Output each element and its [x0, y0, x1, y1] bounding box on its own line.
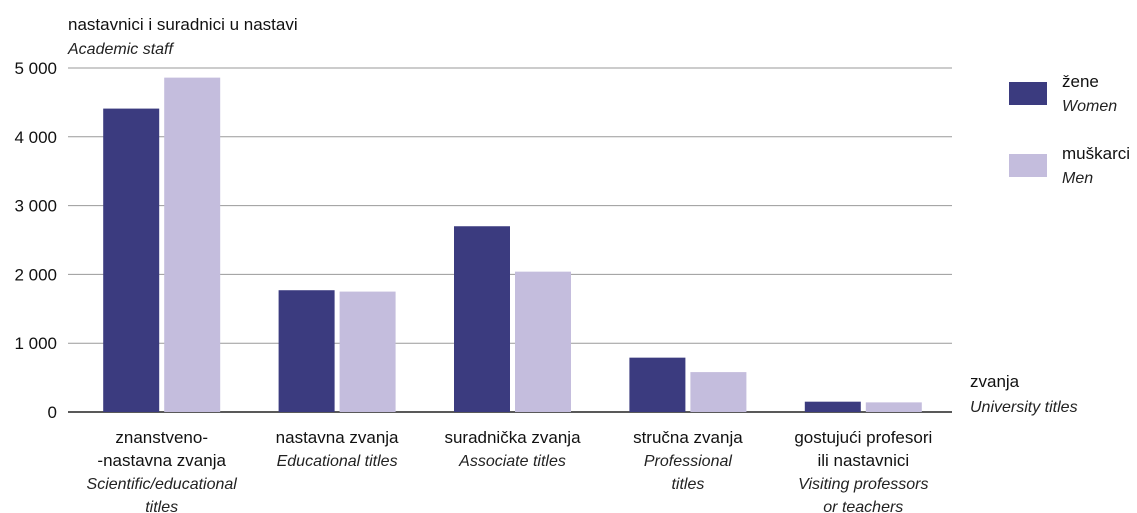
y-axis: 0 1 000 2 000 3 000 4 000 5 000: [14, 59, 57, 422]
x-tick-label: suradnička zvanja: [444, 428, 581, 447]
bar-women: [103, 108, 160, 412]
y-tick-label: 2 000: [14, 265, 57, 284]
x-tick-label-en: Associate titles: [458, 453, 566, 470]
bar-women: [629, 357, 686, 412]
x-tick-label: nastavna zvanja: [276, 428, 399, 447]
y-tick-label: 3 000: [14, 197, 57, 216]
bars: [103, 77, 922, 412]
bar-women: [278, 290, 335, 412]
bar-men: [865, 402, 922, 412]
y-tick-label: 4 000: [14, 128, 57, 147]
bar-women: [454, 226, 510, 412]
bar-men: [515, 271, 571, 412]
bar-men: [690, 372, 747, 412]
y-tick-label: 5 000: [14, 59, 57, 78]
x-tick-label-en: or teachers: [823, 499, 903, 513]
x-tick-label-en: Visiting professors: [798, 476, 928, 493]
chart-subtitle: Academic staff: [67, 41, 174, 58]
bar-men: [164, 77, 221, 412]
x-tick-label: gostujući profesori: [794, 428, 932, 447]
x-tick-label: ili nastavnici: [817, 451, 909, 470]
x-tick-label-en: Professional: [644, 453, 732, 470]
bar-men: [339, 291, 396, 412]
y-tick-label: 1 000: [14, 334, 57, 353]
x-tick-label-en: Educational titles: [277, 453, 398, 470]
y-tick-label: 0: [48, 403, 57, 422]
legend: žene Women muškarci Men: [1009, 72, 1130, 187]
legend-swatch-women: [1009, 82, 1047, 105]
legend-label: žene: [1062, 72, 1099, 91]
x-tick-label: -nastavna zvanja: [97, 451, 226, 470]
legend-label-en: Men: [1062, 170, 1093, 187]
legend-label-en: Women: [1062, 98, 1117, 115]
legend-swatch-men: [1009, 154, 1047, 177]
x-axis-label-en: University titles: [970, 399, 1078, 416]
x-tick-label-en: Scientific/educational: [87, 476, 238, 493]
x-axis-label: zvanja: [970, 372, 1020, 391]
x-tick-label: znanstveno-: [115, 428, 208, 447]
bar-women: [804, 401, 861, 412]
chart-title: nastavnici i suradnici u nastavi: [68, 15, 298, 34]
x-tick-label: stručna zvanja: [633, 428, 743, 447]
legend-label: muškarci: [1062, 144, 1130, 163]
x-axis: znanstveno- -nastavna zvanja Scientific/ed…: [87, 428, 933, 513]
x-tick-label-en: titles: [145, 499, 178, 513]
x-tick-label-en: titles: [671, 476, 704, 493]
